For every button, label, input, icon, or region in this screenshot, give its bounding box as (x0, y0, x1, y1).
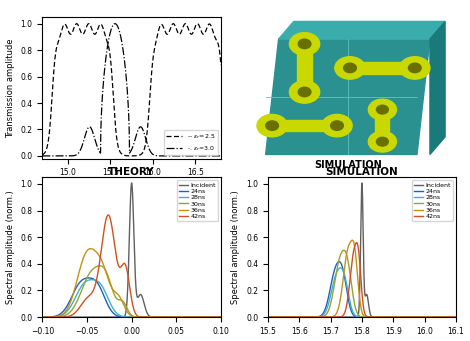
Circle shape (266, 121, 279, 130)
Circle shape (376, 137, 388, 146)
Y-axis label: Spectral amplitude (norm.): Spectral amplitude (norm.) (6, 190, 15, 304)
Circle shape (322, 115, 352, 137)
Circle shape (408, 63, 421, 73)
Circle shape (368, 131, 397, 152)
Circle shape (330, 121, 344, 130)
Polygon shape (350, 62, 415, 74)
Text: SIMULATION: SIMULATION (314, 161, 382, 170)
Circle shape (335, 57, 365, 79)
Polygon shape (376, 109, 390, 142)
Polygon shape (297, 44, 312, 92)
Polygon shape (272, 120, 337, 131)
Circle shape (344, 63, 356, 73)
Polygon shape (266, 39, 430, 154)
Legend: Incident, 24ns, 28ns, 30ns, 36ns, 42ns: Incident, 24ns, 28ns, 30ns, 36ns, 42ns (412, 180, 453, 221)
Circle shape (290, 81, 320, 103)
Circle shape (290, 33, 320, 55)
Circle shape (400, 57, 430, 79)
Legend: -- $\epsilon_r$=2.5, -. $\epsilon_r$=3.0: -- $\epsilon_r$=2.5, -. $\epsilon_r$=3.0 (164, 130, 218, 155)
Circle shape (368, 99, 397, 120)
Y-axis label: Spectral amplitude (norm.): Spectral amplitude (norm.) (232, 190, 241, 304)
Title: THEORY: THEORY (108, 166, 155, 177)
Polygon shape (279, 21, 445, 39)
Circle shape (298, 39, 311, 49)
Legend: Incident, 24ns, 28ns, 30ns, 36ns, 42ns: Incident, 24ns, 28ns, 30ns, 36ns, 42ns (177, 180, 218, 221)
Circle shape (257, 115, 287, 137)
Title: SIMULATION: SIMULATION (326, 166, 398, 177)
X-axis label: Frequency (GHz): Frequency (GHz) (96, 183, 167, 192)
Y-axis label: Transmission amplitude: Transmission amplitude (6, 38, 15, 137)
Polygon shape (430, 21, 445, 154)
Circle shape (298, 87, 311, 97)
Circle shape (376, 105, 388, 114)
